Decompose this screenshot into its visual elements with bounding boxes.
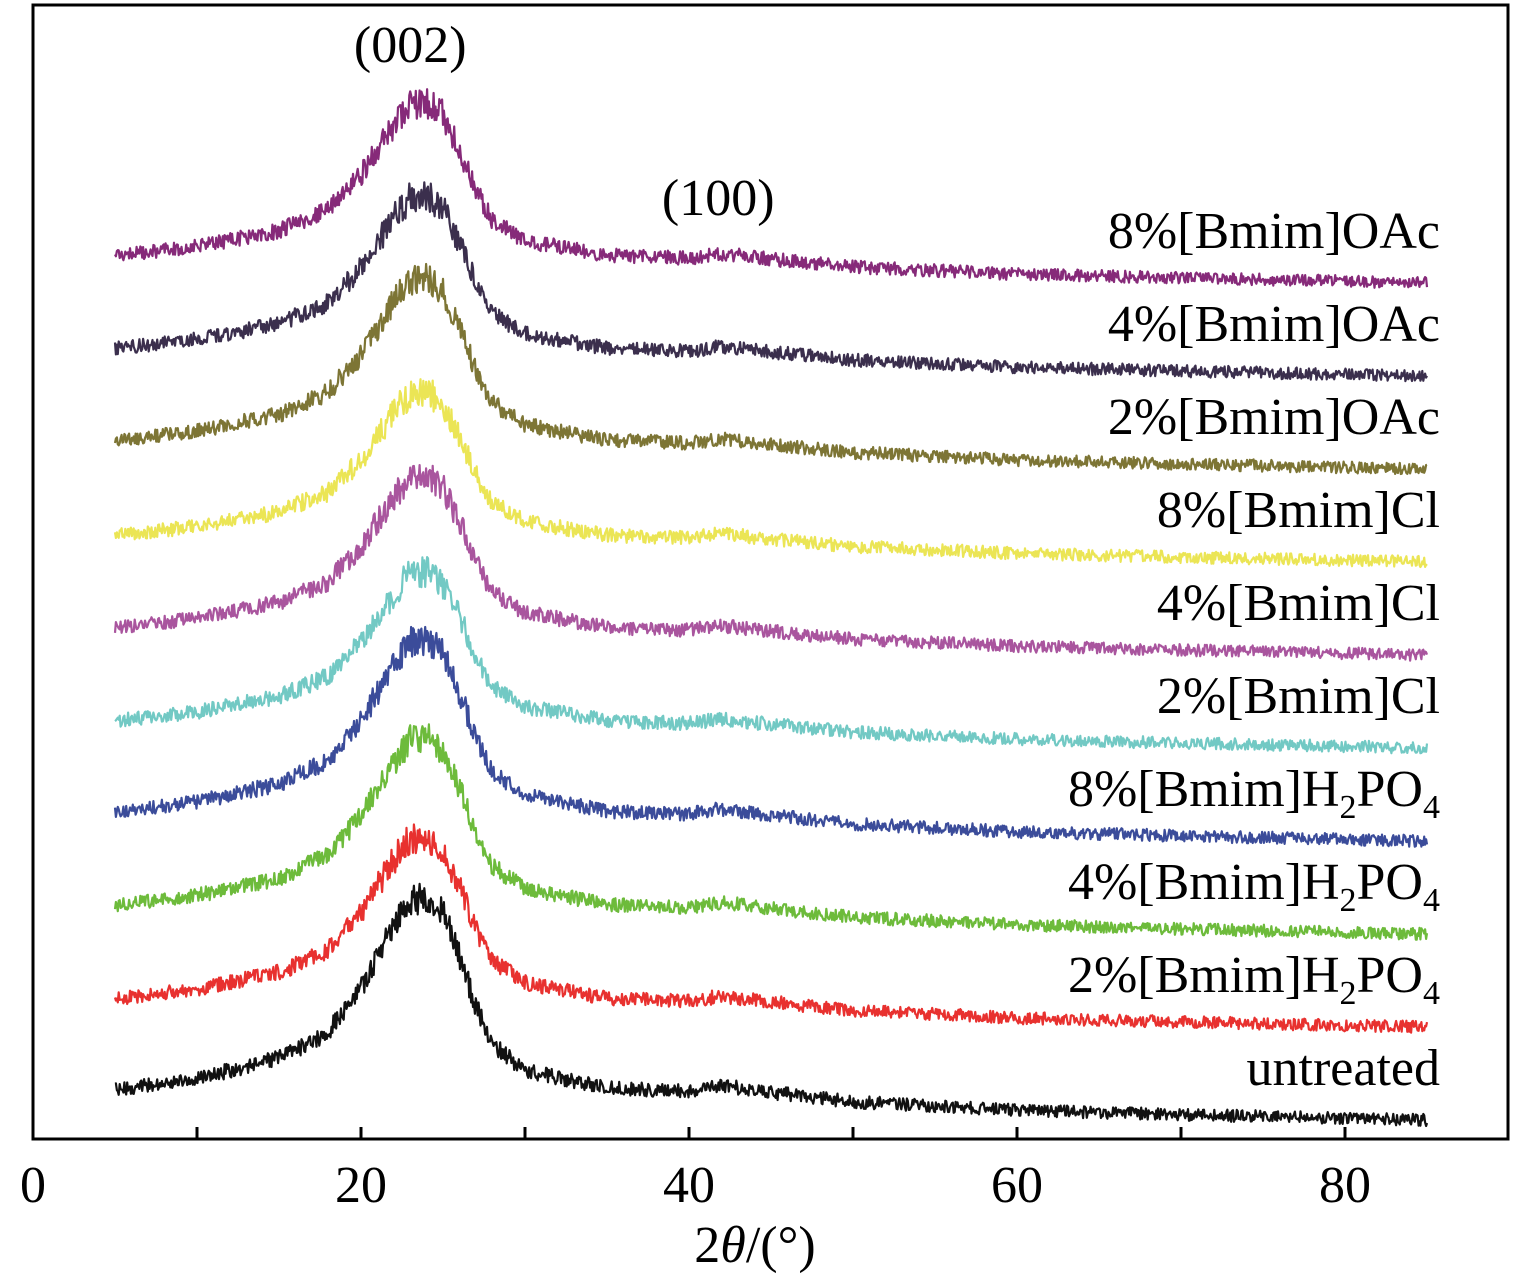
series-label-10: 8%[Bmim]OAc xyxy=(1108,203,1440,260)
peak-100-label: (100) xyxy=(662,170,775,227)
series-line-4 xyxy=(113,625,1429,848)
series-line-8 xyxy=(113,262,1428,476)
x-tick-label-60: 60 xyxy=(991,1157,1043,1214)
series-label-9: 4%[Bmim]OAc xyxy=(1108,296,1440,353)
series-label-1: untreated xyxy=(1247,1040,1440,1097)
x-axis-title: 2θ/(°) xyxy=(694,1217,815,1274)
series-label-6: 4%[Bmim]Cl xyxy=(1157,575,1440,632)
series-line-7 xyxy=(113,378,1428,569)
series-labels: untreated 2%[Bmim]H2PO4 4%[Bmim]H2PO4 8%[Bm… xyxy=(1068,203,1440,1097)
series-line-5 xyxy=(114,556,1429,755)
series-label-7: 8%[Bmim]Cl xyxy=(1157,482,1440,539)
series-label-2: 2%[Bmim]H2PO4 xyxy=(1068,947,1440,1012)
series-line-10 xyxy=(114,88,1429,289)
series-label-3: 4%[Bmim]H2PO4 xyxy=(1068,854,1440,919)
series-line-9 xyxy=(113,181,1428,383)
x-tick-label-20: 20 xyxy=(335,1157,387,1214)
x-tick-label-80: 80 xyxy=(1319,1157,1371,1214)
peak-002-label: (002) xyxy=(354,17,467,74)
series-line-2 xyxy=(113,823,1429,1034)
x-tick-label-40: 40 xyxy=(663,1157,715,1214)
series-layer xyxy=(113,88,1429,1128)
x-axis-ticks xyxy=(31,1127,1347,1139)
peak-annotations: (002) (100) xyxy=(354,17,775,227)
x-axis-tick-labels: 0 20 40 60 80 xyxy=(20,1157,1371,1214)
series-label-4: 8%[Bmim]H2PO4 xyxy=(1068,761,1440,826)
plot-frame xyxy=(31,3,1510,1141)
x-tick-label-0: 0 xyxy=(20,1157,46,1214)
series-label-5: 2%[Bmim]Cl xyxy=(1157,668,1440,725)
series-line-1 xyxy=(114,882,1429,1128)
series-line-3 xyxy=(113,723,1429,941)
series-label-8: 2%[Bmim]OAc xyxy=(1108,389,1440,446)
series-line-6 xyxy=(113,464,1429,662)
